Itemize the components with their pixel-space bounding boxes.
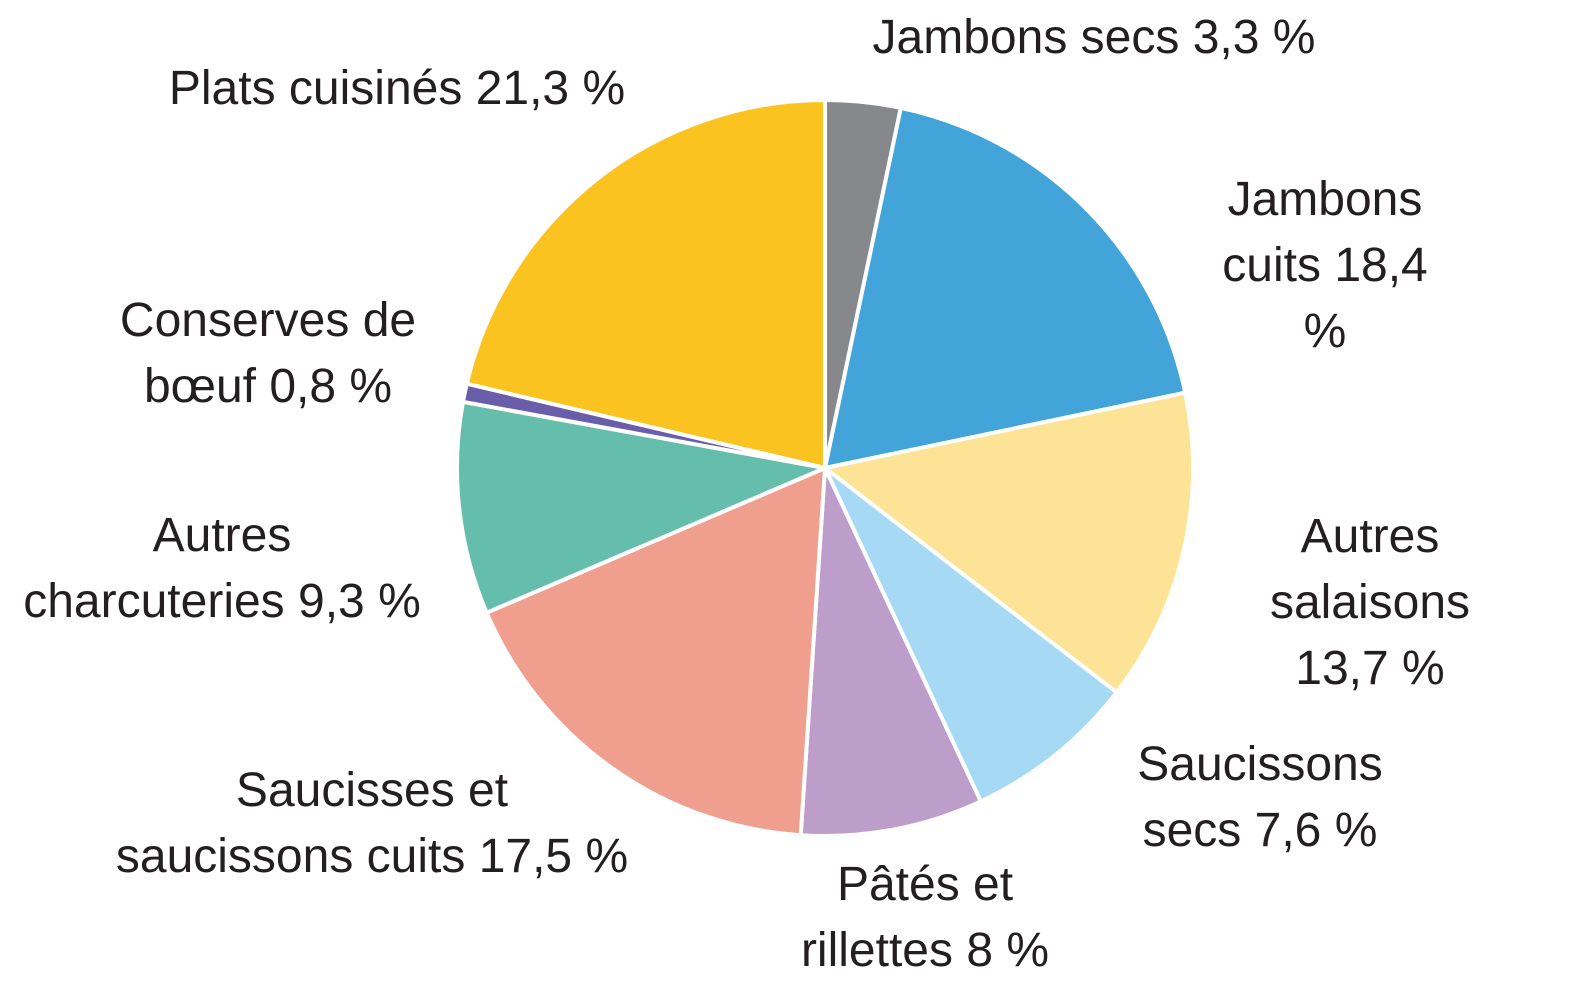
- slice-label: Conserves de bœuf 0,8 %: [120, 288, 416, 420]
- value-label: 0,8 %: [269, 360, 393, 413]
- pie-slice: [823, 390, 1195, 695]
- category-label: Jambons secs: [872, 11, 1180, 64]
- category-label: Autres salaisons: [1269, 510, 1471, 629]
- category-label: Pâtés et rillettes: [800, 858, 1014, 977]
- category-label: Plats cuisinés: [168, 62, 463, 115]
- slice-label: Saucissons secs 7,6 %: [1137, 732, 1382, 864]
- value-label: 13,7 %: [1295, 642, 1445, 695]
- pie-slice: [823, 105, 1188, 470]
- slice-label: Jambons secs 3,3 %: [873, 5, 1316, 71]
- pie-slice: [484, 466, 827, 838]
- slice-label: Autres salaisons 13,7 %: [1264, 504, 1476, 702]
- pie-slice: [464, 98, 827, 470]
- value-label: 17,5 %: [478, 830, 629, 883]
- slice-label: Autres charcuteries 9,3 %: [23, 503, 421, 635]
- slice-label: Saucisses et saucissons cuits 17,5 %: [116, 758, 628, 890]
- pie-slice: [798, 466, 983, 838]
- category-label: Conserves de bœuf: [119, 294, 417, 413]
- value-label: 9,3 %: [298, 575, 421, 628]
- slice-label: Pâtés et rillettes 8 %: [801, 852, 1049, 984]
- value-label: 21,3 %: [475, 62, 626, 115]
- value-label: 8 %: [966, 924, 1050, 977]
- slice-label: Jambons cuits 18,4 %: [1197, 167, 1454, 365]
- pie-slice: [455, 399, 827, 615]
- value-label: 3,3 %: [1192, 11, 1316, 64]
- value-label: 18,4 %: [1303, 239, 1428, 358]
- category-label: Saucisses et saucissons cuits: [115, 764, 509, 883]
- slice-label: Plats cuisinés 21,3 %: [169, 56, 625, 122]
- category-label: Jambons cuits: [1222, 173, 1423, 292]
- pie-slice: [823, 466, 1119, 804]
- value-label: 7,6 %: [1254, 804, 1378, 857]
- category-label: Saucissons secs: [1137, 738, 1383, 857]
- category-label: Autres charcuteries: [23, 509, 292, 628]
